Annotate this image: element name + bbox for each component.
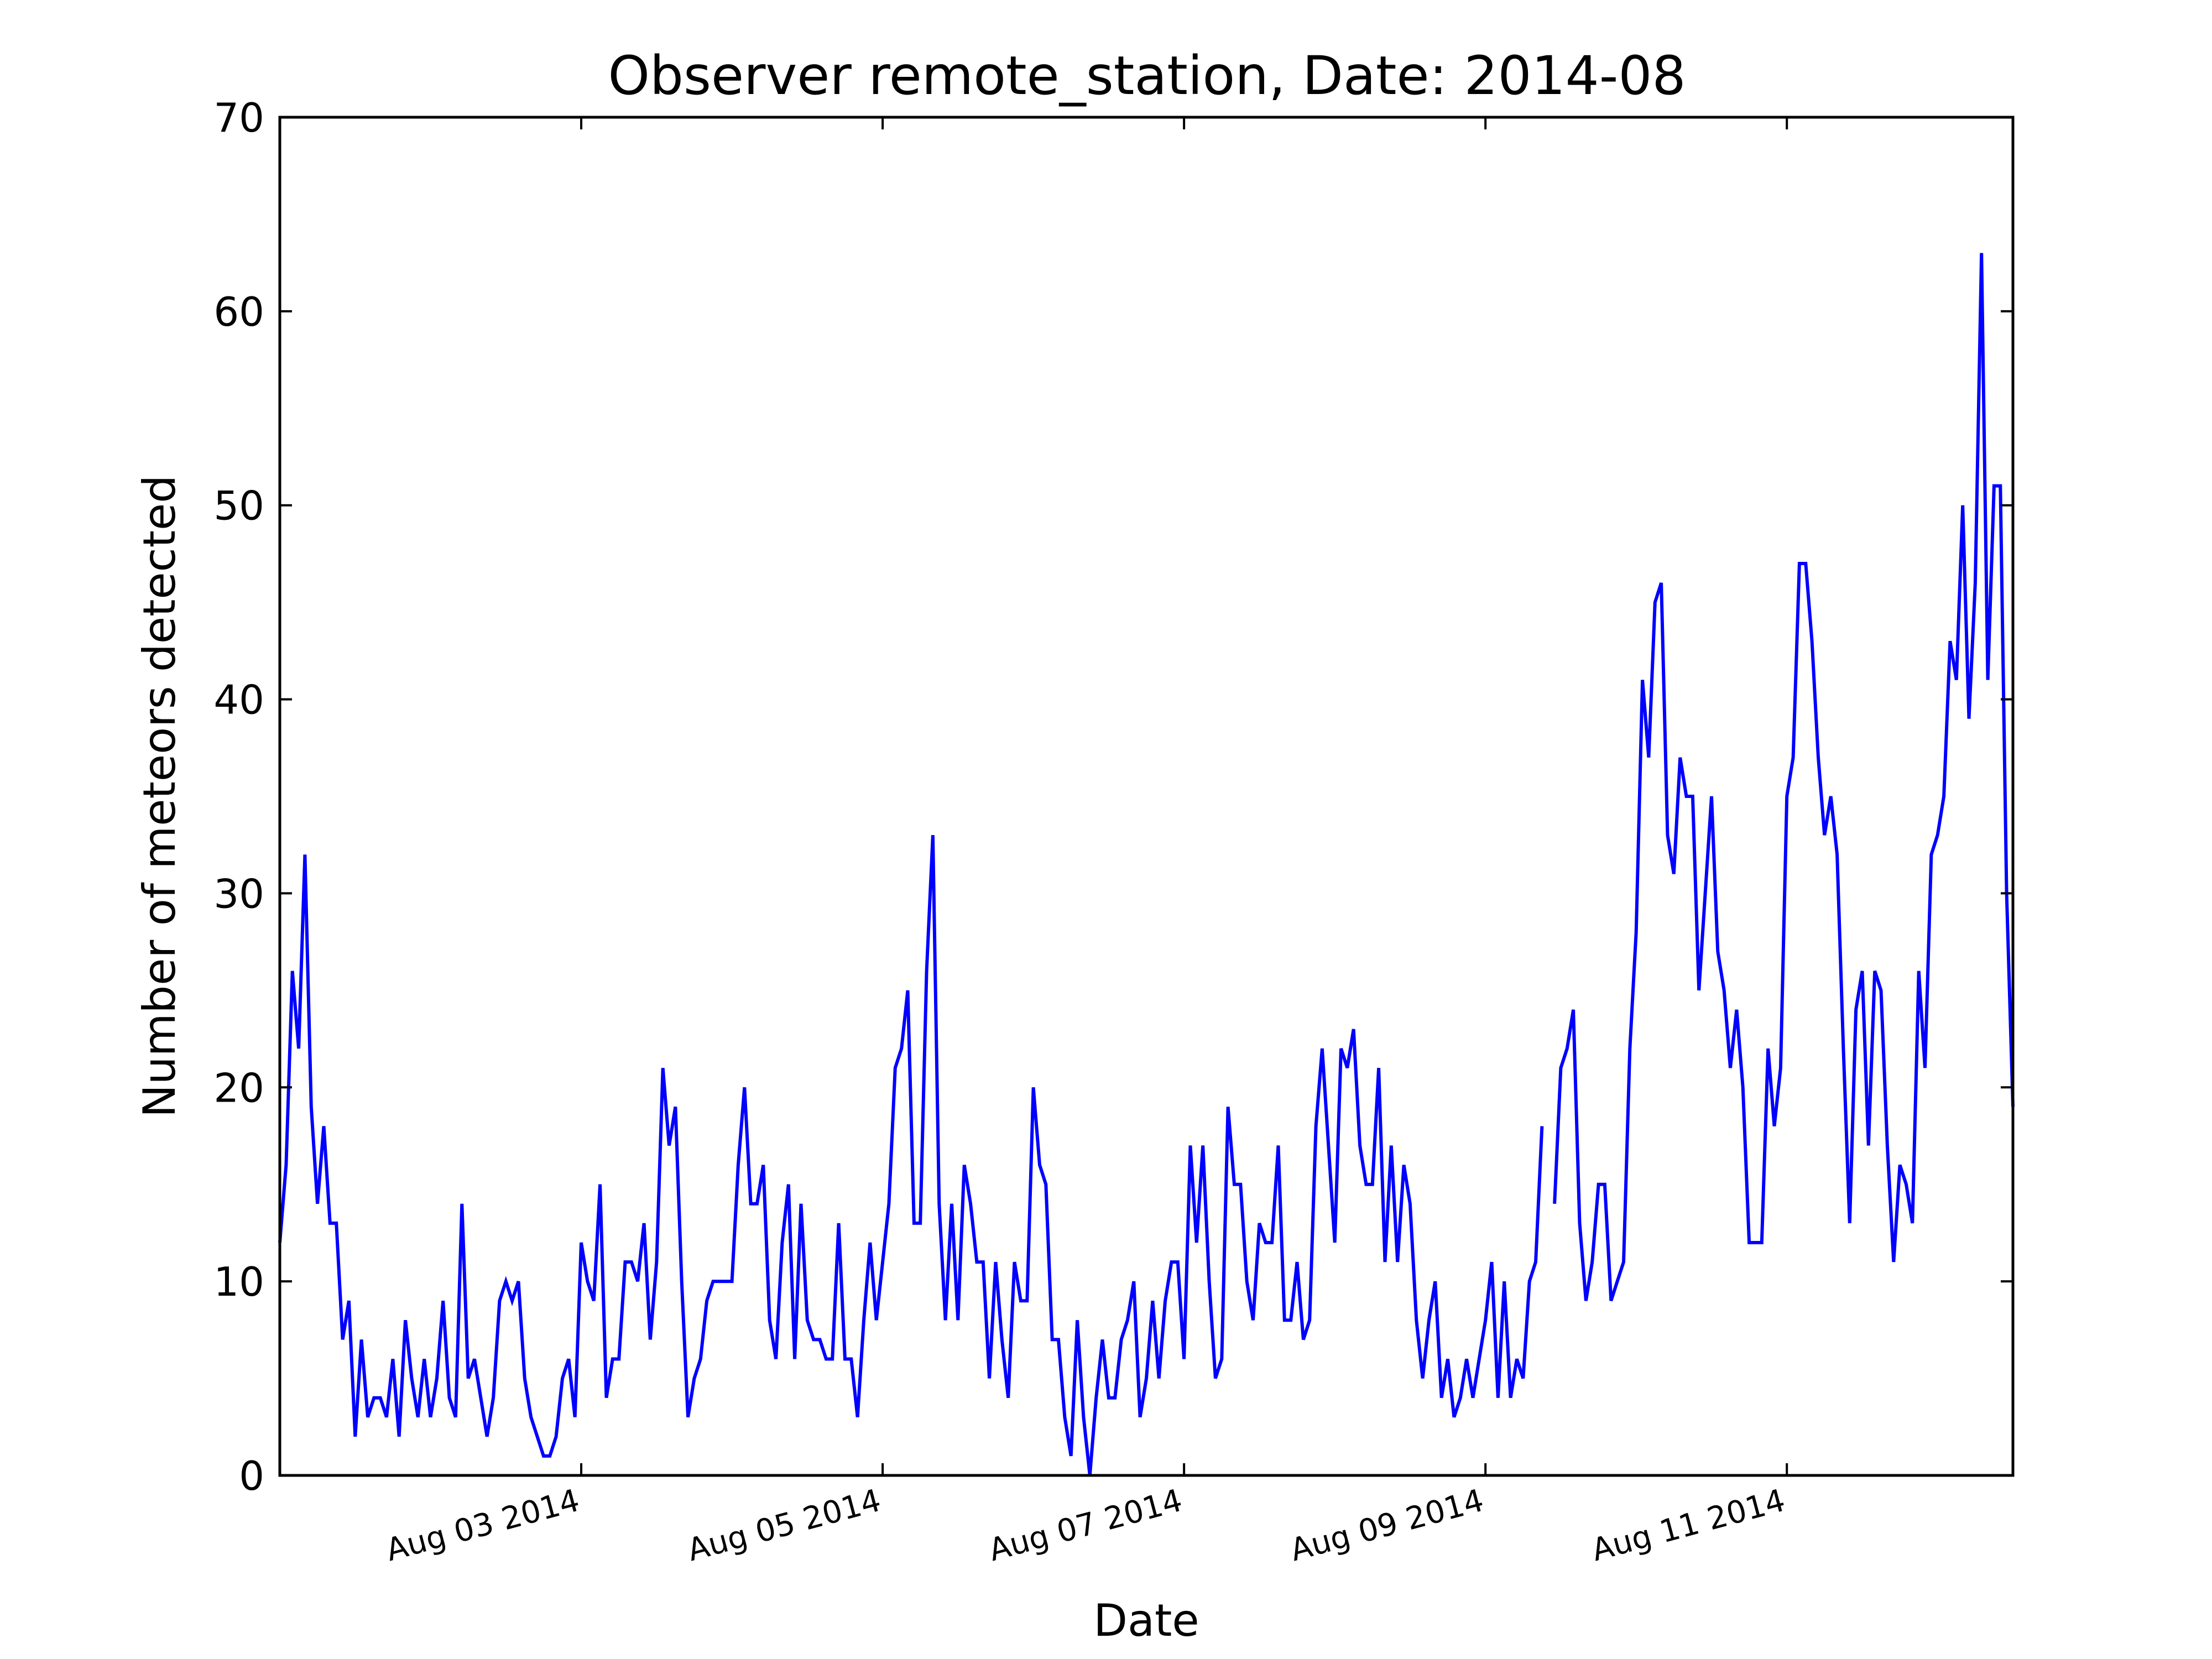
y-axis-label: Number of meteors detected [134, 475, 185, 1118]
x-tick-label: Aug 09 2014 [1286, 1483, 1487, 1569]
y-tick-label: 0 [239, 1453, 264, 1499]
series-line-group [278, 253, 2015, 1476]
x-tick-label: Aug 03 2014 [382, 1483, 583, 1569]
y-tick-label: 70 [213, 95, 264, 141]
series-line-segment [1553, 253, 2015, 1302]
x-axis: Aug 03 2014 Aug 05 2014 Aug 07 2014 Aug 09 … [382, 117, 1789, 1568]
x-tick-label: Aug 07 2014 [985, 1483, 1186, 1569]
y-tick-label: 40 [213, 677, 264, 723]
x-axis-label: Date [1093, 1595, 1199, 1646]
y-tick-label: 10 [213, 1259, 264, 1305]
y-tick-label: 30 [213, 870, 264, 917]
plot-area-frame [278, 116, 2015, 1477]
y-axis: 0 10 20 30 40 50 60 70 [213, 95, 2013, 1499]
x-tick-label: Aug 05 2014 [684, 1483, 884, 1569]
y-tick-label: 50 [213, 483, 264, 529]
y-tick-label: 60 [213, 289, 264, 335]
series-line-segment [278, 835, 1544, 1476]
x-tick-label: Aug 11 2014 [1588, 1483, 1788, 1569]
y-tick-label: 20 [213, 1065, 264, 1111]
chart-title: Observer remote_station, Date: 2014-08 [608, 45, 1686, 107]
